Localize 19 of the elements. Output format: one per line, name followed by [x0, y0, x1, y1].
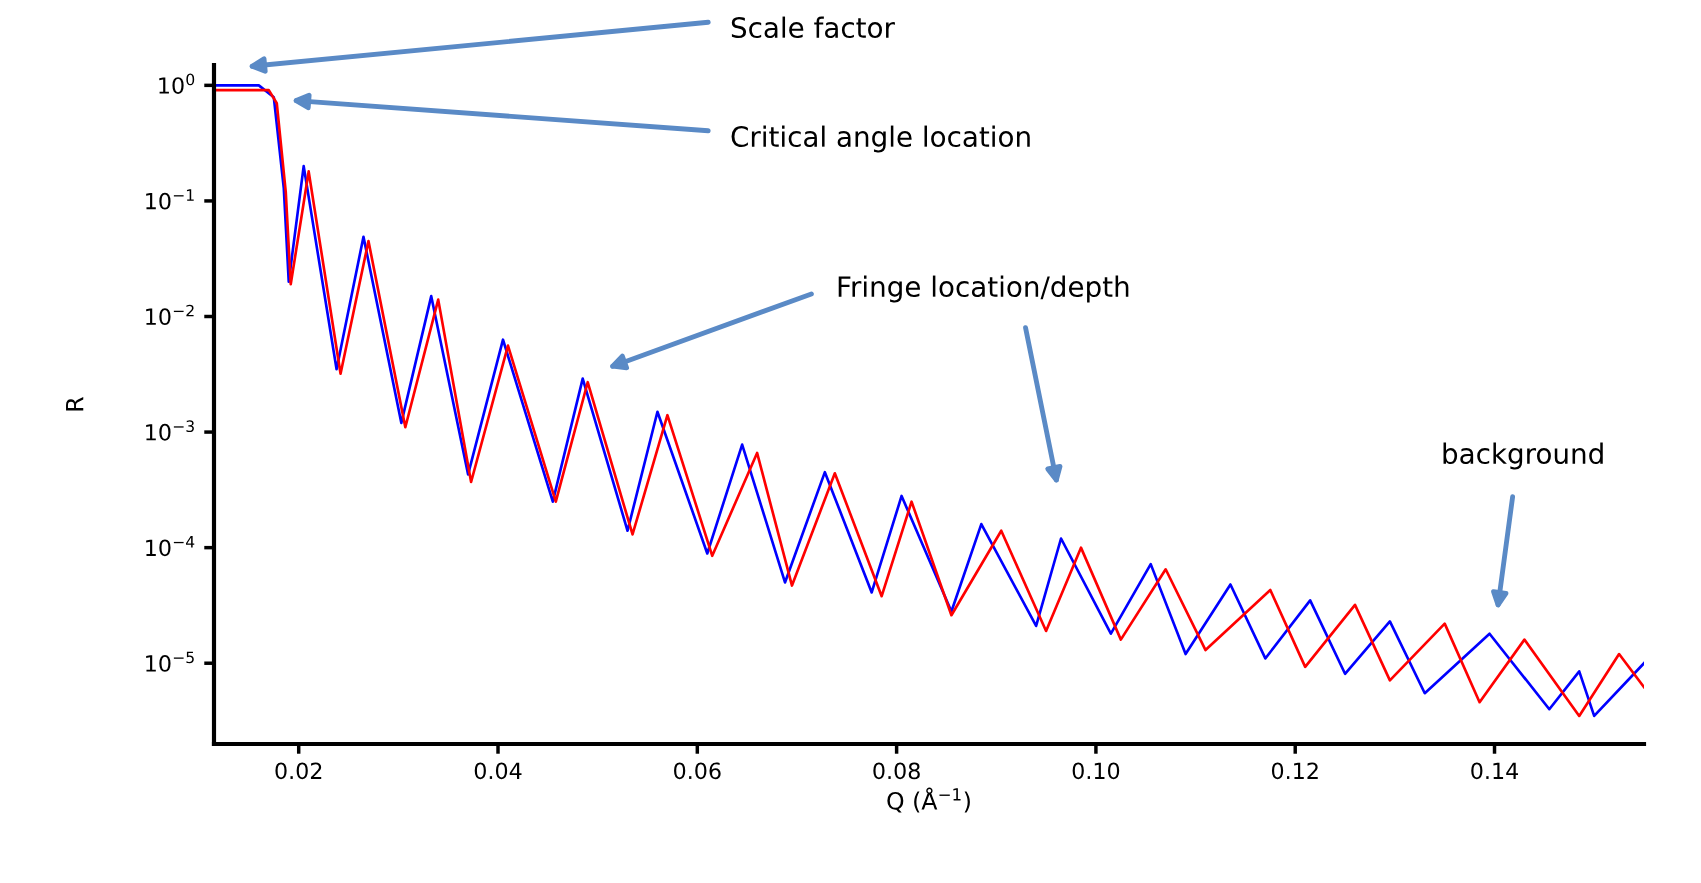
y-tick-label: 10$^{−5}$: [146, 651, 194, 672]
y-axis-title: R: [66, 396, 84, 411]
x-tick-label: 0.04: [474, 762, 522, 780]
y-tick-label: 10$^{−2}$: [146, 304, 194, 326]
x-tick-label: 0.10: [1072, 762, 1120, 780]
y-tick-label: 10$^{0}$: [159, 73, 195, 94]
annotation: Critical angle location: [731, 125, 1030, 153]
x-tick-label: 0.06: [674, 762, 721, 780]
x-tick-label: 0.14: [1471, 762, 1519, 780]
x-axis-title: Q (Å$^{−1}$): [887, 787, 970, 813]
annotation: Fringe location/depth: [838, 275, 1129, 303]
text: Scale factor: [731, 16, 895, 39]
x-tick-label: 0.02: [275, 762, 322, 780]
y-tick-label: 10$^{−3}$: [146, 420, 194, 441]
y-tick-label: 10$^{−1}$: [146, 189, 194, 210]
annotation: background: [1443, 442, 1603, 470]
x-tick-label: 0.08: [873, 762, 920, 780]
y-tick-label: 10$^{−4}$: [146, 536, 195, 557]
x-tick-label: 0.12: [1271, 762, 1318, 780]
